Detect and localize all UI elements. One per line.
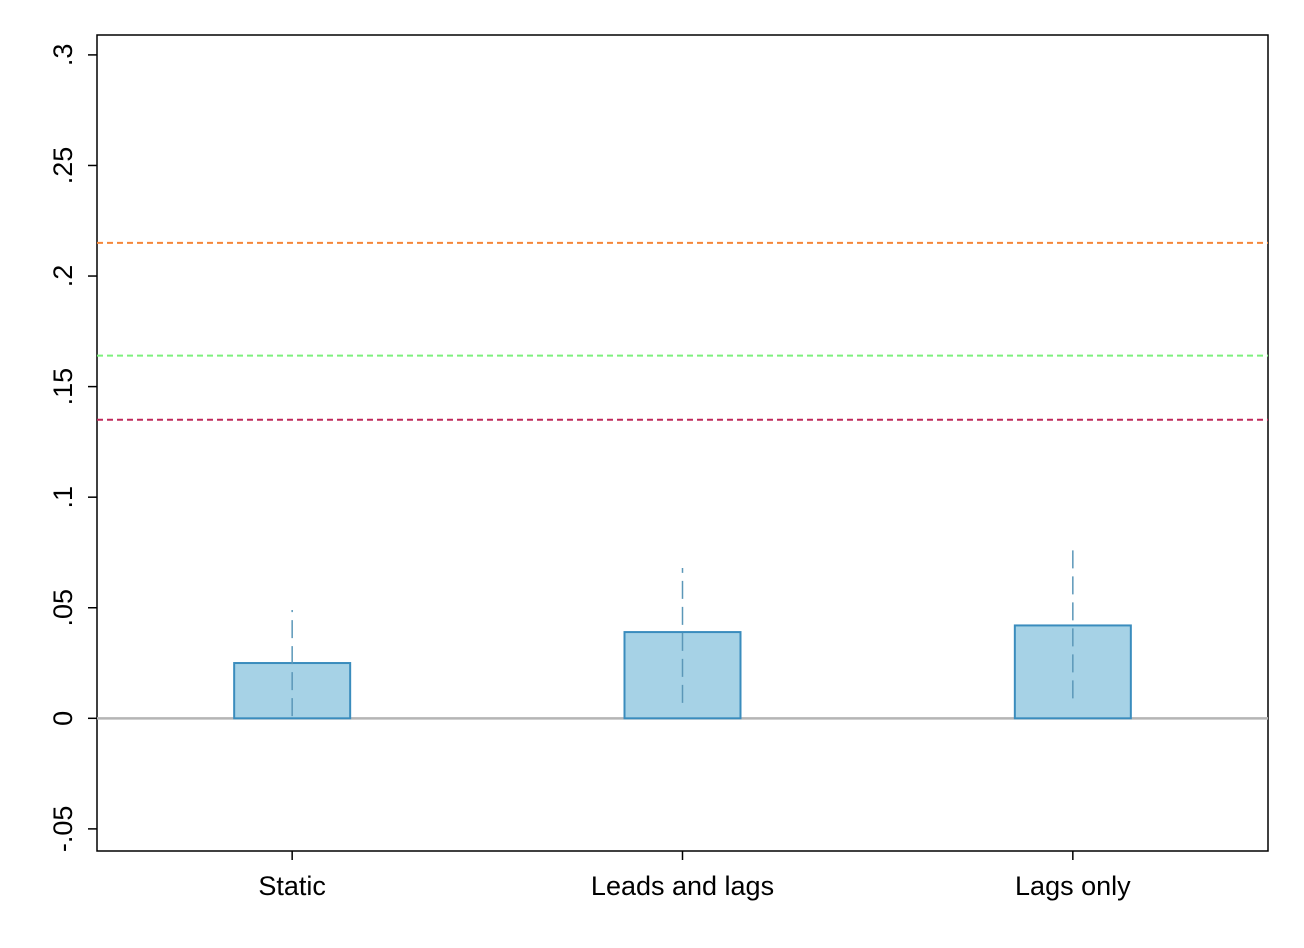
y-tick-label: .15 xyxy=(48,368,78,406)
x-tick-label: Leads and lags xyxy=(591,871,774,901)
y-tick-label: .25 xyxy=(48,147,78,185)
x-tick-label: Lags only xyxy=(1015,871,1131,901)
y-tick-label: .2 xyxy=(48,265,78,288)
y-tick-label: 0 xyxy=(48,711,78,726)
plot-frame xyxy=(96,34,1269,852)
y-tick-label: -.05 xyxy=(48,806,78,853)
y-tick-label: .3 xyxy=(48,44,78,67)
x-tick-label: Static xyxy=(258,871,326,901)
y-tick-label: .05 xyxy=(48,589,78,627)
y-tick-label: .1 xyxy=(48,486,78,509)
